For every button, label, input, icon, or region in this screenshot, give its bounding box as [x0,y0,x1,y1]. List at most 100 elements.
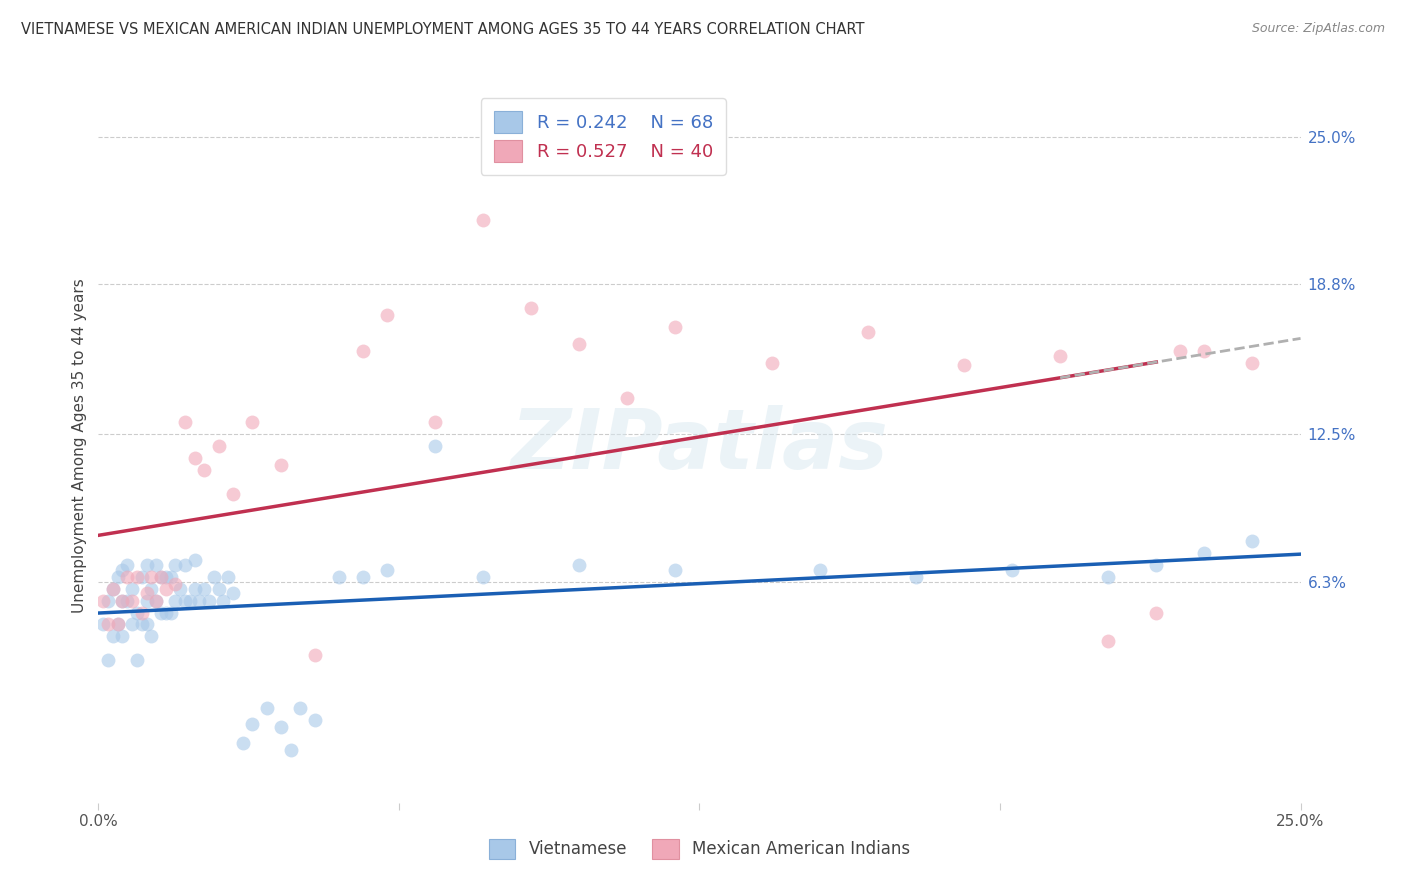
Point [240,415,263,429]
Point [117,570,139,584]
Point [208,439,231,453]
Point [240,717,263,731]
Text: VIETNAMESE VS MEXICAN AMERICAN INDIAN UNEMPLOYMENT AMONG AGES 35 TO 44 YEARS COR: VIETNAMESE VS MEXICAN AMERICAN INDIAN UN… [21,22,865,37]
Point [208,582,231,596]
Point [111,563,134,577]
Point [352,570,374,584]
Point [270,720,292,734]
Point [135,593,157,607]
Point [183,450,205,465]
Point [135,558,157,572]
Point [290,700,312,714]
Point [472,213,495,227]
Point [1194,546,1216,560]
Point [174,593,197,607]
Point [117,593,139,607]
Point [145,593,167,607]
Point [232,736,254,750]
Point [217,570,239,584]
Point [155,582,177,596]
Point [159,606,181,620]
Point [155,570,177,584]
Point [270,458,292,472]
Point [97,593,120,607]
Point [125,570,148,584]
Point [111,629,134,643]
Point [101,629,124,643]
Point [107,617,129,632]
Point [159,570,181,584]
Point [568,336,591,351]
Y-axis label: Unemployment Among Ages 35 to 44 years: Unemployment Among Ages 35 to 44 years [72,278,87,614]
Point [145,593,167,607]
Point [202,570,225,584]
Point [304,648,326,663]
Point [97,653,120,667]
Point [149,570,172,584]
Point [1001,563,1024,577]
Point [664,320,686,334]
Point [179,593,201,607]
Point [174,415,197,429]
Point [1241,356,1264,370]
Point [808,563,831,577]
Point [111,593,134,607]
Point [121,593,143,607]
Point [165,593,187,607]
Point [1144,558,1167,572]
Point [125,606,148,620]
Legend: Vietnamese, Mexican American Indians: Vietnamese, Mexican American Indians [482,832,917,866]
Point [423,415,446,429]
Point [1144,606,1167,620]
Point [121,617,143,632]
Point [1170,343,1192,358]
Point [183,553,205,567]
Point [856,325,879,339]
Point [328,570,350,584]
Point [423,439,446,453]
Point [169,582,191,596]
Point [616,392,638,406]
Point [165,558,187,572]
Point [141,582,163,596]
Point [352,343,374,358]
Point [149,570,172,584]
Point [135,586,157,600]
Point [135,617,157,632]
Point [141,629,163,643]
Point [212,593,235,607]
Point [472,570,495,584]
Point [91,593,114,607]
Point [375,563,398,577]
Point [304,713,326,727]
Point [107,570,129,584]
Point [904,570,927,584]
Point [149,606,172,620]
Point [188,593,211,607]
Point [1049,349,1071,363]
Point [222,586,245,600]
Point [165,577,187,591]
Point [375,308,398,322]
Point [125,653,148,667]
Point [280,743,302,757]
Point [145,558,167,572]
Point [222,486,245,500]
Point [520,301,543,315]
Point [256,700,278,714]
Point [761,356,783,370]
Point [174,558,197,572]
Point [664,563,686,577]
Point [198,593,221,607]
Point [1194,343,1216,358]
Point [193,582,215,596]
Point [131,606,153,620]
Text: Source: ZipAtlas.com: Source: ZipAtlas.com [1251,22,1385,36]
Point [111,593,134,607]
Point [953,358,976,372]
Point [1241,534,1264,549]
Point [1097,570,1119,584]
Point [117,558,139,572]
Point [1097,634,1119,648]
Point [131,570,153,584]
